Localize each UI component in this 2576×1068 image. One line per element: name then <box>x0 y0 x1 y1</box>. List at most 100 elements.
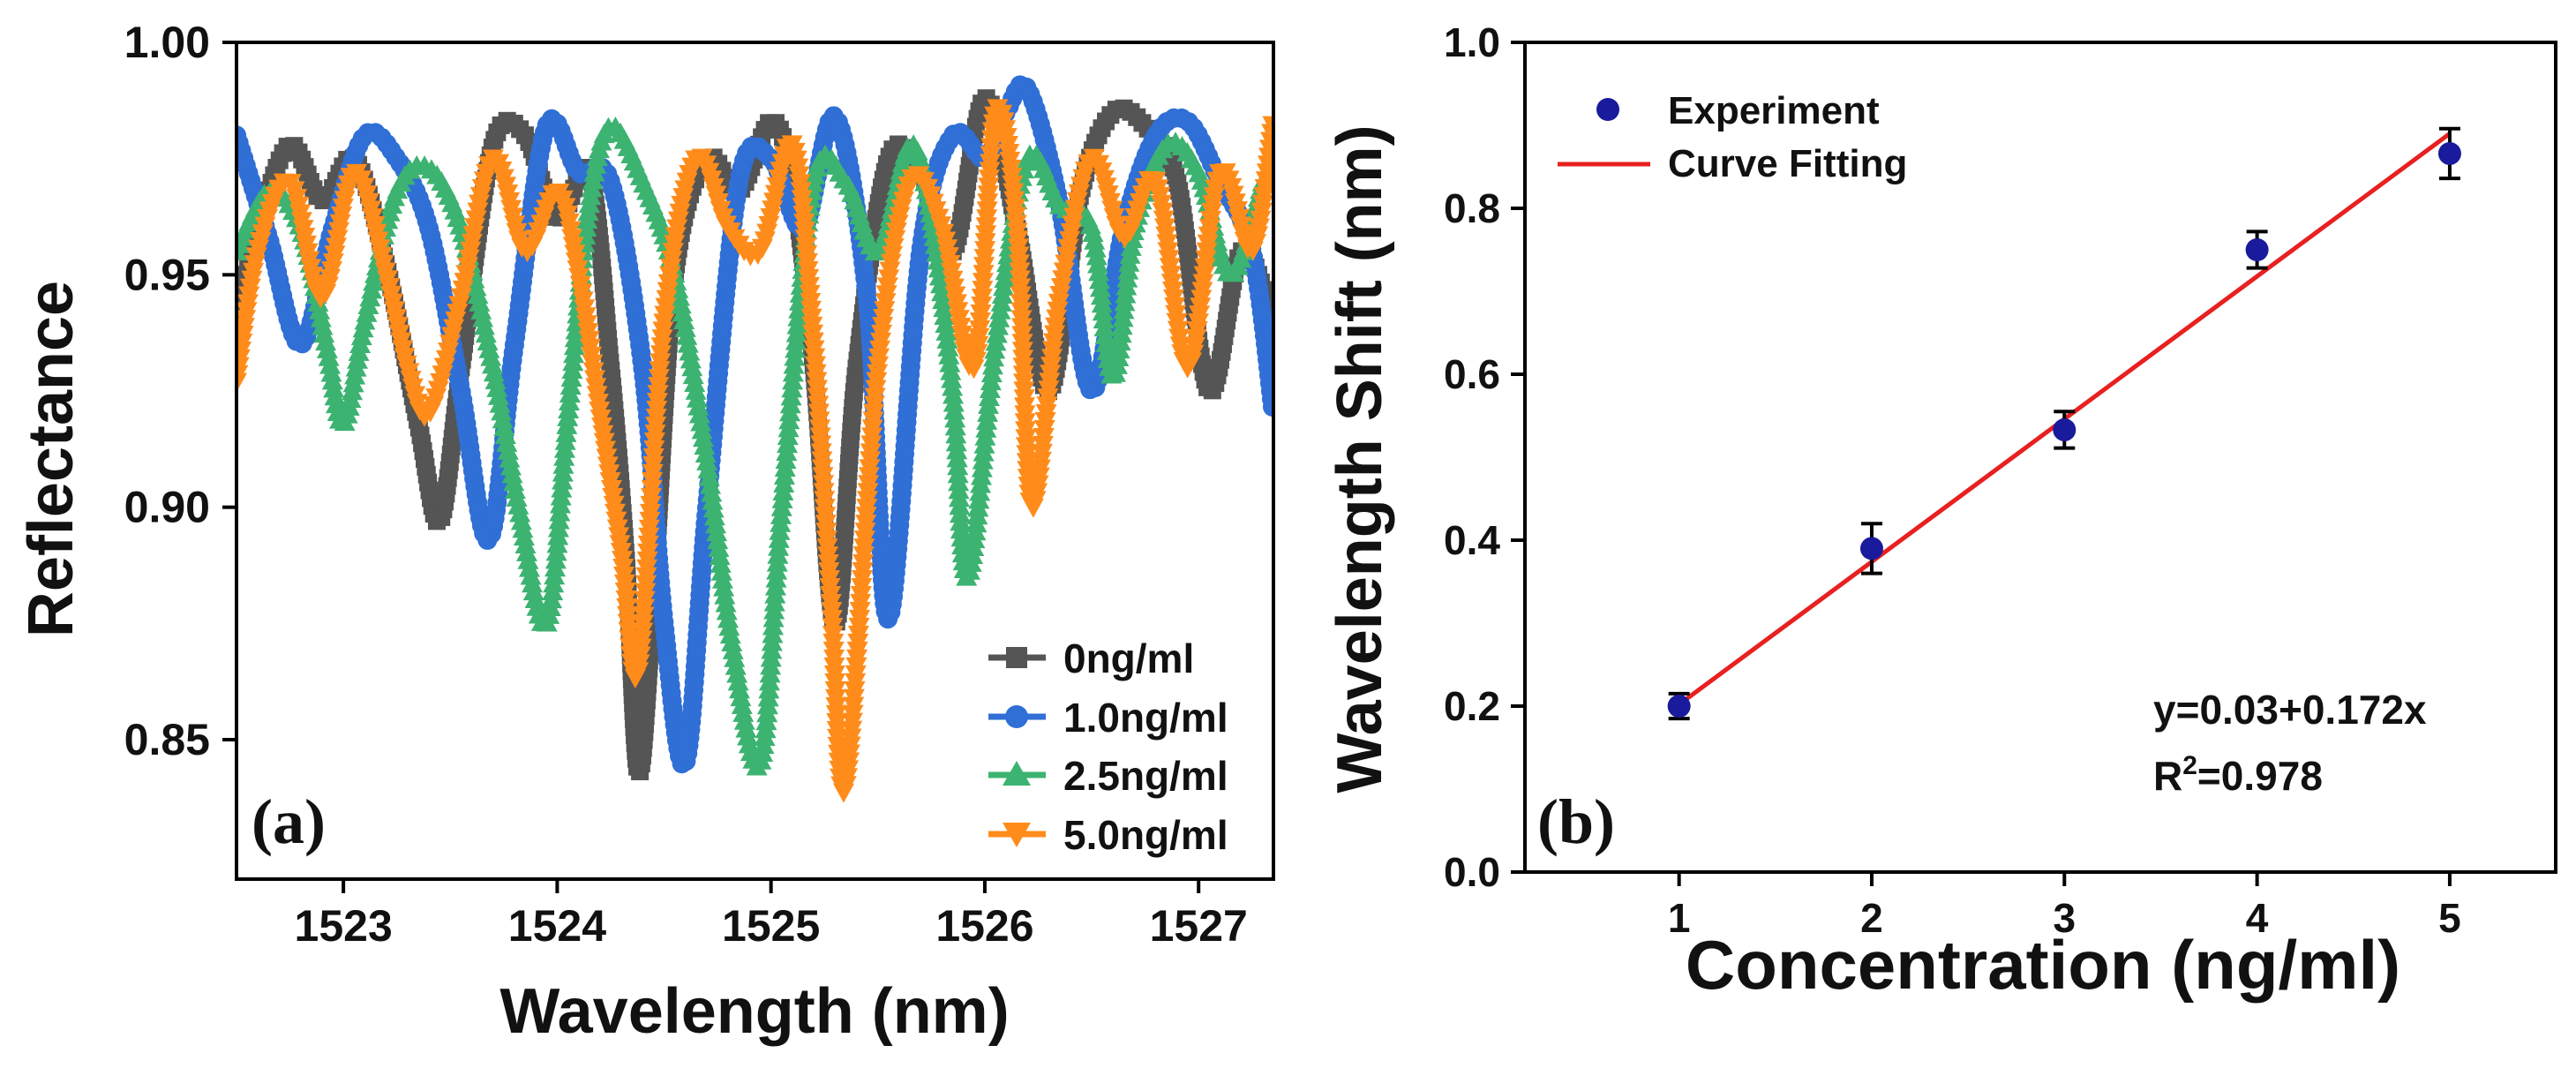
data-point-5-0ng-ml <box>1252 194 1273 214</box>
data-point-5-0ng-ml <box>661 250 683 270</box>
data-point-5-0ng-ml <box>1050 278 1072 298</box>
data-point-5-0ng-ml <box>659 266 681 286</box>
data-point-5-0ng-ml <box>874 301 896 321</box>
r-squared-value: =0.978 <box>2197 753 2323 799</box>
data-point-2-5ng-ml <box>724 647 746 667</box>
data-point-2-5ng-ml <box>690 411 712 432</box>
data-point-2-5ng-ml <box>517 549 539 569</box>
data-point-2-5ng-ml <box>709 545 731 565</box>
data-point-2-5ng-ml <box>685 380 707 400</box>
data-point-5-0ng-ml <box>1062 215 1084 236</box>
panel-a-x-tick-label: 1525 <box>722 901 820 951</box>
data-point-2-5ng-ml <box>732 702 755 722</box>
data-point-experiment <box>1859 522 1883 575</box>
data-point-5-0ng-ml <box>243 262 265 282</box>
data-point-5-0ng-ml <box>1025 491 1047 511</box>
series-5-0ng-ml <box>237 99 1273 803</box>
panel-a-y-tick-label: 0.90 <box>124 483 210 532</box>
panel-b-legend: Experiment Curve Fitting <box>1558 89 1907 185</box>
data-point-2-5ng-ml <box>731 695 753 715</box>
data-point-2-5ng-ml <box>716 600 738 620</box>
data-point-2-5ng-ml <box>710 560 732 581</box>
data-point-2-5ng-ml <box>696 450 718 470</box>
data-point-2-5ng-ml <box>499 448 521 468</box>
data-point-2-5ng-ml <box>682 365 704 385</box>
panel-a-legend: 0ng/ml 1.0ng/ml 2.5ng/ml 5.0ng/ml <box>988 636 1228 858</box>
panel-b-y-tick-label: 0.4 <box>1444 517 1500 563</box>
data-point-2-5ng-ml <box>735 718 757 738</box>
data-point-5-0ng-ml <box>237 294 259 314</box>
legend-label-2-5ng-ml: 2.5ng/ml <box>1063 753 1228 799</box>
data-point-5-0ng-ml <box>465 210 487 230</box>
data-point-5-0ng-ml <box>1203 187 1225 207</box>
data-point-5-0ng-ml <box>667 211 689 231</box>
panel-a-x-tick-label: 1523 <box>295 901 393 951</box>
data-point-5-0ng-ml <box>1057 238 1079 259</box>
data-point-2-5ng-ml <box>713 576 735 597</box>
panel-a: 1523 1524 1525 1526 1527 0.85 0.90 0.95 1.00 Wa… <box>16 18 1275 1047</box>
data-point-5-0ng-ml <box>239 278 261 298</box>
data-point-2-5ng-ml <box>1084 229 1106 250</box>
data-point-2-5ng-ml <box>687 395 710 416</box>
data-point-5-0ng-ml <box>1198 218 1220 238</box>
panel-b-y-tick-label: 0.8 <box>1444 185 1500 231</box>
data-point-2-5ng-ml <box>497 440 519 460</box>
legend-item-1ng-ml: 1.0ng/ml <box>988 695 1228 741</box>
panel-b-y-tick-label: 0.2 <box>1444 683 1500 729</box>
data-point-5-0ng-ml <box>462 226 484 246</box>
legend-marker-triangle-up <box>1003 761 1031 786</box>
data-point-2-5ng-ml <box>496 432 518 452</box>
data-point-2-5ng-ml <box>1082 222 1104 242</box>
data-point-2-5ng-ml <box>725 655 747 675</box>
data-point-2-5ng-ml <box>684 372 706 393</box>
data-point-5-0ng-ml <box>457 257 479 277</box>
legend-label-curve-fitting: Curve Fitting <box>1668 142 1907 185</box>
data-point-5-0ng-ml <box>1250 202 1273 222</box>
data-point-2-5ng-ml <box>323 378 345 398</box>
data-point-5-0ng-ml <box>1063 207 1085 228</box>
data-point-2-5ng-ml <box>501 463 523 484</box>
data-point-2-5ng-ml <box>515 541 537 561</box>
data-point-2-5ng-ml <box>494 425 516 445</box>
data-point-2-5ng-ml <box>510 510 532 530</box>
data-point-2-5ng-ml <box>700 474 722 494</box>
data-point-2-5ng-ml <box>673 310 695 330</box>
data-point-2-5ng-ml <box>687 387 709 408</box>
r-squared: R2=0.978 <box>2153 751 2323 799</box>
panel-a-x-tick-label: 1526 <box>935 901 1033 951</box>
panel-a-plot-area <box>237 75 1273 803</box>
data-point-2-5ng-ml <box>512 518 534 538</box>
panel-b-x-tick-label: 2 <box>1860 895 1883 941</box>
data-point-2-5ng-ml <box>703 506 725 526</box>
experiment-marker <box>1667 695 1691 718</box>
legend-label-1ng-ml: 1.0ng/ml <box>1063 695 1228 741</box>
data-point-2-5ng-ml <box>677 333 699 353</box>
data-point-2-5ng-ml <box>691 419 713 440</box>
data-point-2-5ng-ml <box>491 401 513 421</box>
data-point-2-5ng-ml <box>697 458 719 478</box>
panel-b-y-tick-label: 1.0 <box>1444 19 1500 65</box>
legend-label-experiment: Experiment <box>1668 89 1880 132</box>
legend-marker-triangle-down <box>1003 823 1031 847</box>
data-point-5-0ng-ml <box>458 249 480 269</box>
data-point-2-5ng-ml <box>493 417 515 437</box>
data-point-2-5ng-ml <box>514 533 537 553</box>
data-point-2-5ng-ml <box>726 663 748 683</box>
data-point-2-5ng-ml <box>701 482 723 502</box>
data-point-5-0ng-ml <box>884 229 906 250</box>
panel-b-x-tick-label: 5 <box>2438 895 2461 941</box>
data-point-5-0ng-ml <box>660 258 682 278</box>
experiment-marker <box>2437 141 2461 165</box>
data-point-2-5ng-ml <box>319 354 342 374</box>
panel-b-y-axis-label: Wavelength Shift (nm) <box>1325 124 1395 793</box>
data-point-5-0ng-ml <box>238 286 260 306</box>
legend-item-2-5ng-ml: 2.5ng/ml <box>988 753 1228 799</box>
legend-marker-experiment <box>1596 98 1619 121</box>
panel-a-y-tick-label: 0.95 <box>124 250 210 299</box>
data-point-5-0ng-ml <box>460 241 482 261</box>
data-point-2-5ng-ml <box>728 679 750 699</box>
experiment-marker <box>2053 417 2077 441</box>
panel-a-x-axis-label: Wavelength (nm) <box>499 976 1009 1047</box>
data-point-5-0ng-ml <box>467 202 489 222</box>
